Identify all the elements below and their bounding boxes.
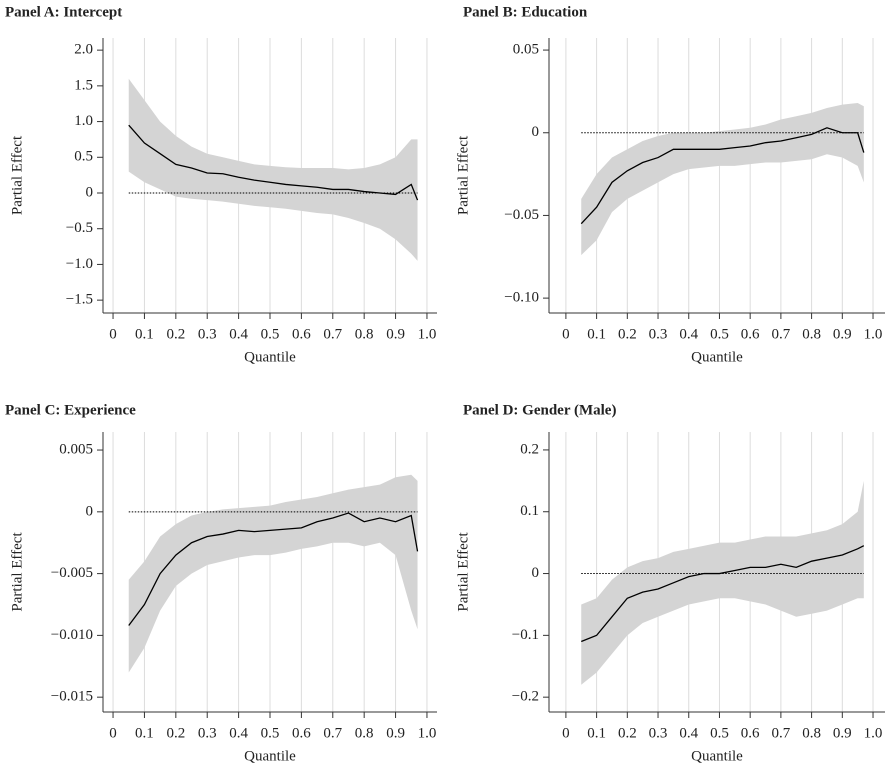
y-tick-label: 0 [532, 565, 540, 581]
x-axis-label: Quantile [244, 748, 296, 764]
x-tick-label: 0.3 [649, 725, 668, 741]
y-tick-label: −0.2 [512, 689, 539, 705]
x-tick-label: 0.2 [618, 326, 637, 342]
y-axis-label: Partial Effect [9, 135, 25, 215]
y-tick-label: 0.1 [520, 503, 539, 519]
x-axis-label: Quantile [244, 349, 296, 365]
x-tick-label: 0.5 [261, 326, 280, 342]
x-tick-label: 0.6 [292, 326, 311, 342]
y-tick-label: −1.0 [66, 256, 93, 272]
x-tick-label: 0 [562, 725, 570, 741]
y-tick-label: 0.005 [59, 441, 93, 457]
confidence-band [581, 480, 864, 685]
y-tick-label: 0 [86, 503, 94, 519]
y-tick-label: −0.05 [504, 207, 539, 223]
x-tick-label: 1.0 [418, 725, 437, 741]
confidence-band [581, 102, 864, 256]
x-tick-label: 0.1 [135, 326, 154, 342]
x-tick-label: 0.7 [772, 326, 791, 342]
x-tick-label: 1.0 [864, 326, 883, 342]
x-tick-label: 0.2 [618, 725, 637, 741]
x-tick-label: 0.3 [649, 326, 668, 342]
x-tick-label: 0.7 [772, 725, 791, 741]
estimate-line [128, 512, 419, 626]
x-tick-label: 0 [562, 326, 570, 342]
y-tick-label: −0.015 [51, 689, 93, 705]
x-tick-label: 0.1 [587, 725, 606, 741]
panel-title: Panel B: Education [463, 4, 588, 20]
estimate-line [581, 545, 865, 643]
estimate-line [128, 124, 419, 201]
x-tick-label: 0.8 [355, 725, 374, 741]
x-tick-label: 0.1 [587, 326, 606, 342]
x-tick-label: 0.9 [386, 326, 405, 342]
x-tick-label: 0.1 [135, 725, 154, 741]
y-tick-label: 0.05 [513, 42, 539, 58]
estimate-line [580, 127, 865, 225]
y-tick-label: 1.5 [74, 77, 93, 93]
x-tick-label: 0.9 [833, 326, 852, 342]
panel: 0 0.1 0.2 0.3 0.4 0.5 0.6 0.7 0.8 0.9 1.0 −1.5 −1.0 −… [5, 4, 437, 365]
y-tick-label: 2.0 [74, 42, 93, 58]
x-tick-label: 0.2 [166, 725, 185, 741]
panel: 0 0.1 0.2 0.3 0.4 0.5 0.6 0.7 0.8 0.9 1.0 −0.015 −0.… [5, 402, 437, 764]
y-tick-label: −0.10 [504, 290, 539, 306]
y-tick-label: −0.5 [66, 220, 93, 236]
x-tick-label: 0 [109, 326, 117, 342]
x-tick-label: 0.5 [710, 326, 729, 342]
x-tick-label: 0.7 [323, 326, 342, 342]
x-tick-label: 0 [109, 725, 117, 741]
x-tick-label: 0.3 [198, 725, 217, 741]
panel-title: Panel A: Intercept [5, 4, 122, 20]
x-tick-label: 0.7 [323, 725, 342, 741]
panel-title: Panel D: Gender (Male) [463, 402, 616, 418]
x-tick-label: 0.2 [166, 326, 185, 342]
confidence-band [128, 474, 418, 673]
y-tick-label: 0 [86, 184, 94, 200]
x-tick-label: 0.6 [741, 725, 760, 741]
x-tick-label: 0.3 [198, 326, 217, 342]
x-tick-label: 0.8 [355, 326, 374, 342]
y-tick-label: −0.1 [512, 627, 539, 643]
y-axis-label: Partial Effect [9, 532, 25, 612]
panel: 0 0.1 0.2 0.3 0.4 0.5 0.6 0.7 0.8 0.9 1.0 −0.2 −0.1 0… [455, 402, 885, 764]
x-tick-label: 0.6 [741, 326, 760, 342]
y-axis-label: Partial Effect [455, 532, 471, 612]
x-tick-label: 0.6 [292, 725, 311, 741]
x-tick-label: 0.4 [229, 326, 248, 342]
x-tick-label: 0.8 [802, 326, 821, 342]
y-tick-label: 0.2 [520, 441, 539, 457]
y-axis-label: Partial Effect [455, 135, 471, 215]
y-tick-label: −1.5 [66, 292, 93, 308]
y-tick-label: −0.005 [51, 565, 93, 581]
x-tick-label: 0.4 [679, 326, 698, 342]
x-tick-label: 0.4 [229, 725, 248, 741]
x-tick-label: 0.9 [386, 725, 405, 741]
y-tick-label: 0.5 [74, 149, 93, 165]
x-tick-label: 0.9 [833, 725, 852, 741]
y-tick-label: −0.010 [51, 627, 93, 643]
y-tick-label: 0 [532, 124, 540, 140]
x-tick-label: 0.5 [710, 725, 729, 741]
y-tick-label: 1.0 [74, 113, 93, 129]
x-tick-label: 0.4 [679, 725, 698, 741]
x-axis-label: Quantile [691, 748, 743, 764]
panel-title: Panel C: Experience [5, 402, 136, 418]
x-tick-label: 1.0 [418, 326, 437, 342]
x-tick-label: 0.8 [802, 725, 821, 741]
x-tick-label: 0.5 [261, 725, 280, 741]
x-tick-label: 1.0 [864, 725, 883, 741]
panel: 0 0.1 0.2 0.3 0.4 0.5 0.6 0.7 0.8 0.9 1.0 −0.10 −0.0… [455, 4, 885, 365]
x-axis-label: Quantile [691, 349, 743, 365]
confidence-band [128, 78, 418, 261]
